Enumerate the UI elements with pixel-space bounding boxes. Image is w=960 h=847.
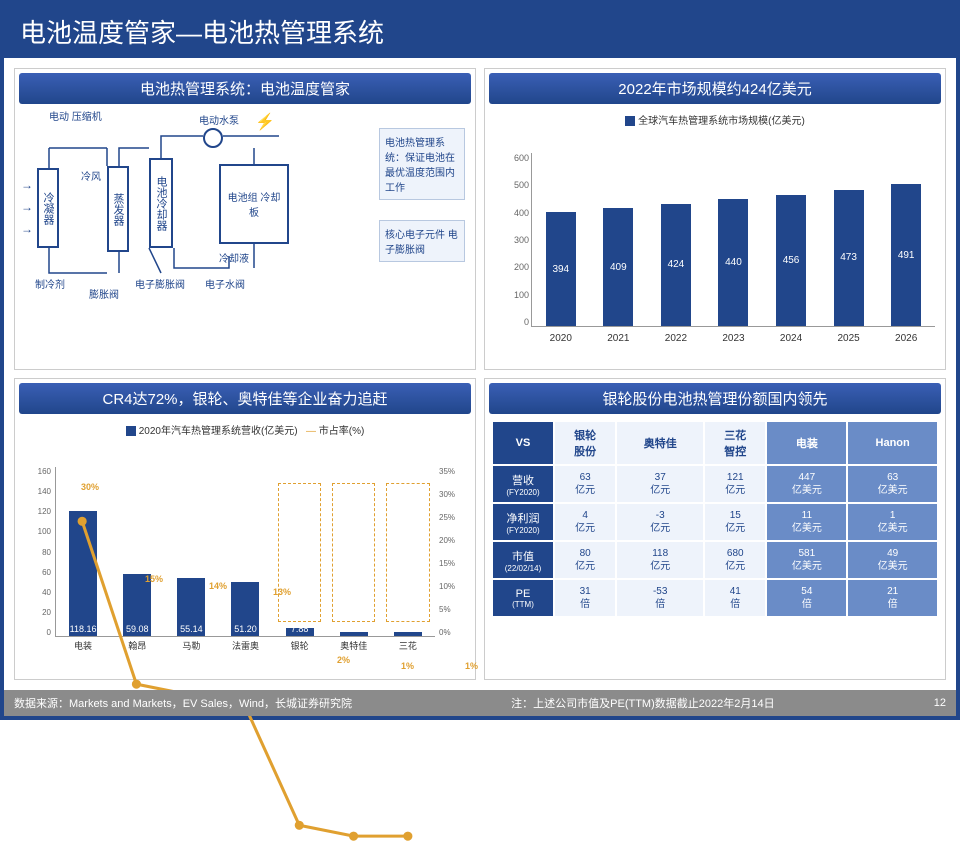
arrow-icon: →: [21, 222, 33, 236]
cell: 15亿元: [705, 504, 765, 540]
cr4-chart: 160140120100806040200 35%30%25%20%15%10%…: [21, 443, 469, 659]
panel-table: 银轮股份电池热管理份额国内领先 VS银轮股份奥特佳三花智控电装Hanon 营收(F…: [484, 378, 946, 680]
cell: 447亿美元: [767, 466, 846, 502]
cell: 41倍: [705, 580, 765, 616]
panel4-title: 银轮股份电池热管理份额国内领先: [489, 383, 941, 414]
cell: 21倍: [848, 580, 937, 616]
lbl-pump: 电动水泵: [199, 112, 239, 127]
bar: 4732025: [834, 190, 864, 326]
bolt-icon: ⚡: [255, 112, 275, 132]
legend-line-text: 市占率(%): [319, 426, 365, 437]
cell: -53倍: [617, 580, 703, 616]
col-header: 奥特佳: [617, 422, 703, 464]
panel1-title: 电池热管理系统：电池温度管家: [19, 73, 471, 104]
box-cooler: 电池冷却器: [149, 158, 173, 248]
panel3-title: CR4达72%，银轮、奥特佳等企业奋力追赶: [19, 383, 471, 414]
footer-note: 注：上述公司市值及PE(TTM)数据截止2022年2月14日: [511, 695, 774, 711]
lbl-compressor: 电动 压缩机: [49, 108, 102, 123]
page-number: 12: [934, 697, 946, 709]
col-header: Hanon: [848, 422, 937, 464]
page-title: 电池温度管家—电池热管理系统: [20, 13, 384, 50]
box-condenser: 冷凝器: [37, 168, 59, 248]
header: 电池温度管家—电池热管理系统: [4, 4, 956, 58]
bar: 4562024: [776, 195, 806, 326]
cell: -3亿元: [617, 504, 703, 540]
panel-market: 2022年市场规模约424亿美元 全球汽车热管理系统市场规模(亿美元) 6005…: [484, 68, 946, 370]
yaxis: 6005004003002001000: [491, 153, 529, 327]
bar: 4092021: [603, 208, 633, 326]
row-header: PE(TTM): [493, 580, 553, 616]
bar: 3.94三花: [394, 632, 422, 636]
cell: 121亿元: [705, 466, 765, 502]
row-header: 市值(22/02/14): [493, 542, 553, 578]
bar: 3942020: [546, 212, 576, 326]
cell: 37亿元: [617, 466, 703, 502]
lbl-eexp: 电子膨胀阀: [135, 276, 185, 291]
legend-square: [625, 116, 635, 126]
cell: 63亿元: [555, 466, 615, 502]
cell: 680亿元: [705, 542, 765, 578]
cell: 49亿美元: [848, 542, 937, 578]
legend-square: [126, 426, 136, 436]
footer: 数据来源：Markets and Markets，EV Sales，Wind，长…: [4, 690, 956, 716]
footer-source: 数据来源：Markets and Markets，EV Sales，Wind，长…: [14, 695, 352, 711]
content-grid: 电池热管理系统：电池温度管家 电动 压缩机 冷凝器 冷风 蒸发器 电池冷却器 电…: [4, 58, 956, 684]
system-diagram: 电动 压缩机 冷凝器 冷风 蒸发器 电池冷却器 电动水泵 ⚡ 电池组 冷却板 制…: [19, 108, 471, 348]
bars: 3942020 4092021 4242022 4402023 4562024 47320…: [531, 153, 935, 327]
combo-bars: 118.16电装59.08翰昂55.14马勒51.20法雷奥7.88银轮3.94…: [55, 467, 435, 637]
box-evaporator: 蒸发器: [107, 166, 129, 252]
legend-text: 全球汽车热管理系统市场规模(亿美元): [638, 116, 805, 127]
arrow-icon: →: [21, 178, 33, 192]
bar: 51.20法雷奥: [231, 582, 259, 636]
lbl-coolant: 冷却液: [219, 250, 249, 265]
col-header: 三花智控: [705, 422, 765, 464]
cell: 80亿元: [555, 542, 615, 578]
bar: 3.94奥特佳: [340, 632, 368, 636]
cell: 1亿美元: [848, 504, 937, 540]
slide: 电池温度管家—电池热管理系统 电池热管理系统：电池温度管家 电动 压缩机 冷凝器…: [0, 0, 960, 720]
cell: 31倍: [555, 580, 615, 616]
market-chart: 6005004003002001000 3942020 4092021 424202…: [491, 133, 939, 349]
panel3-legend: 2020年汽车热管理系统营收(亿美元) — 市占率(%): [15, 418, 475, 437]
cell: 54倍: [767, 580, 846, 616]
lbl-refrigerant: 制冷剂: [35, 276, 65, 291]
arrow-icon: →: [21, 200, 33, 214]
panel-cr4: CR4达72%，银轮、奥特佳等企业奋力追赶 2020年汽车热管理系统营收(亿美元…: [14, 378, 476, 680]
legend-line-mark: —: [306, 426, 316, 437]
bar: 55.14马勒: [177, 578, 205, 636]
col-header: 银轮股份: [555, 422, 615, 464]
legend-bar-text: 2020年汽车热管理系统营收(亿美元): [139, 426, 298, 437]
bar: 4242022: [661, 204, 691, 326]
box-plate: 电池组 冷却板: [219, 164, 289, 244]
bar: 4912026: [891, 184, 921, 326]
row-header: 净利润(FY2020): [493, 504, 553, 540]
bar: 7.88银轮: [286, 628, 314, 636]
yaxis-right: 35%30%25%20%15%10%5%0%: [439, 467, 469, 637]
cell: 581亿美元: [767, 542, 846, 578]
comparison-table: VS银轮股份奥特佳三花智控电装Hanon 营收(FY2020)63亿元37亿元12…: [491, 420, 939, 618]
note-core: 核心电子元件 电子膨胀阀: [379, 220, 465, 262]
cell: 4亿元: [555, 504, 615, 540]
col-header: VS: [493, 422, 553, 464]
pump-icon: [203, 128, 223, 148]
lbl-expvalve: 膨胀阀: [89, 286, 119, 301]
bar: 4402023: [718, 199, 748, 326]
lbl-coldair: 冷风: [81, 168, 101, 183]
panel2-legend: 全球汽车热管理系统市场规模(亿美元): [485, 108, 945, 127]
lbl-ewater: 电子水阀: [205, 276, 245, 291]
cell: 63亿美元: [848, 466, 937, 502]
col-header: 电装: [767, 422, 846, 464]
cell: 118亿元: [617, 542, 703, 578]
panel2-title: 2022年市场规模约424亿美元: [489, 73, 941, 104]
note-system: 电池热管理系统：保证电池在最优温度范围内工作: [379, 128, 465, 200]
bar: 118.16电装: [69, 511, 97, 636]
panel-diagram: 电池热管理系统：电池温度管家 电动 压缩机 冷凝器 冷风 蒸发器 电池冷却器 电…: [14, 68, 476, 370]
cell: 11亿美元: [767, 504, 846, 540]
yaxis-left: 160140120100806040200: [21, 467, 51, 637]
row-header: 营收(FY2020): [493, 466, 553, 502]
